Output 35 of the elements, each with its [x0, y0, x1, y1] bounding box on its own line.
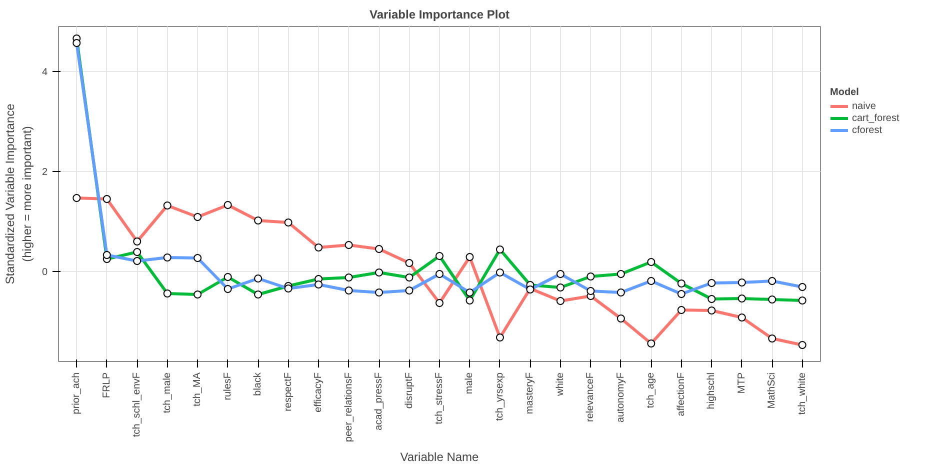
x-tick-label: rulesF: [222, 372, 234, 400]
x-tick-label: acad_pressF: [374, 372, 385, 430]
x-tick-label: male: [464, 372, 476, 394]
x-tick-label: masteryF: [524, 372, 536, 414]
x-axis-title: Variable Name: [400, 450, 480, 464]
y-tick-label: 4: [42, 67, 48, 78]
legend-label: naive: [852, 100, 876, 112]
legend-label: cart_forest: [852, 112, 900, 124]
x-tick-label: tch_stressF: [434, 372, 445, 424]
x-tick-label: white: [554, 372, 566, 397]
x-tick-label: tch_schl_envF: [132, 372, 143, 437]
y-axis-title: Standardized Variable Importance (higher = more important): [3, 103, 34, 284]
x-tick-label: MTP: [736, 372, 748, 394]
x-tick-label: efficacyF: [313, 372, 324, 412]
x-tick-label: highschl: [706, 372, 718, 410]
x-tick-label: black: [252, 372, 264, 396]
legend-label: cforest: [852, 124, 882, 136]
x-tick-label: relevanceF: [585, 372, 596, 422]
x-tick-label: disruptF: [404, 372, 415, 409]
x-tick-label: tch_age: [646, 372, 657, 408]
x-tick-label: affectionF: [676, 372, 687, 416]
x-tick-label: tch_yrsexp: [494, 372, 506, 421]
x-tick-label: prior_ach: [71, 372, 82, 414]
x-tick-label: FRLP: [101, 372, 112, 398]
x-tick-label: tch_white: [796, 372, 808, 415]
x-tick-label: MathSci: [766, 372, 778, 409]
x-tick-label: tch_male: [162, 372, 173, 414]
y-tick-label: 2: [42, 167, 48, 178]
x-tick-label: respectF: [282, 372, 294, 412]
x-tick-label: tch_MA: [192, 372, 204, 406]
chart-title: Variable Importance Plot: [369, 8, 510, 22]
x-tick-label: autonomyF: [615, 372, 626, 423]
y-tick-label: 0: [42, 267, 48, 278]
legend-title: Model: [830, 87, 860, 98]
x-tick-label: peer_relationsF: [343, 372, 354, 442]
